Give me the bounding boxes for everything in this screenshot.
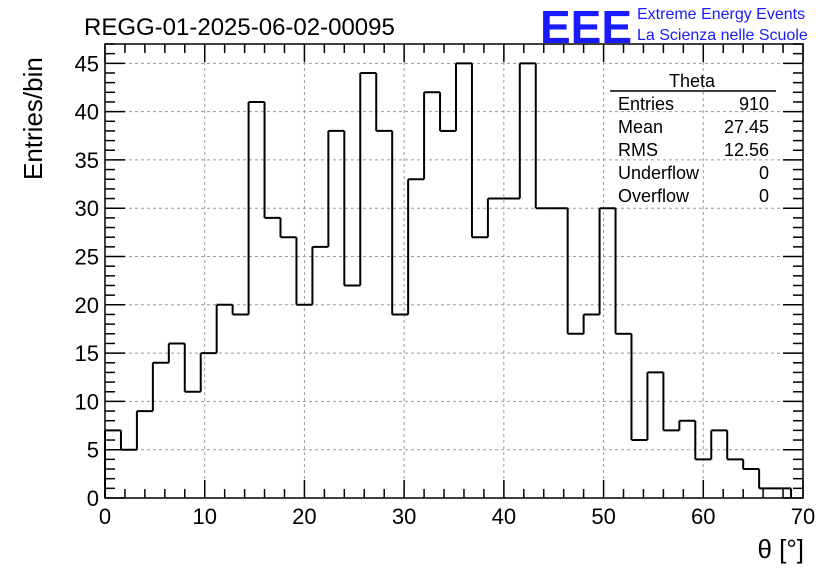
y-tick-label: 40 (75, 100, 99, 125)
x-tick-label: 30 (392, 504, 416, 529)
y-tick-label: 5 (87, 438, 99, 463)
stats-label-overflow: Overflow (618, 186, 690, 206)
eee-logo: EEE Extreme Energy Events La Scienza nel… (540, 1, 808, 53)
axis-ticks (104, 43, 804, 499)
y-tick-label: 15 (75, 341, 99, 366)
tick-labels: 0 10 20 30 40 50 60 70 0 5 10 15 20 25 30 35 40 45 (75, 51, 816, 529)
x-tick-label: 50 (591, 504, 615, 529)
x-axis-title: θ [°] (757, 534, 804, 564)
stats-label-entries: Entries (618, 94, 674, 114)
stats-value-entries: 910 (739, 94, 769, 114)
y-tick-label: 45 (75, 51, 99, 76)
chart-title: REGG-01-2025-06-02-00095 (84, 14, 395, 41)
logo-line-2: La Scienza nelle Scuole (637, 27, 808, 44)
logo-mark: EEE (540, 1, 632, 53)
y-tick-label: 20 (75, 293, 99, 318)
plot-frame (104, 43, 804, 499)
stats-title: Theta (669, 71, 716, 91)
x-tick-label: 0 (99, 504, 111, 529)
y-axis-title: Entries/bin (18, 57, 48, 180)
stats-value-underflow: 0 (759, 163, 769, 183)
stats-value-rms: 12.56 (724, 140, 769, 160)
stats-label-rms: RMS (618, 140, 658, 160)
x-tick-label: 20 (292, 504, 316, 529)
y-tick-label: 10 (75, 389, 99, 414)
y-tick-label: 30 (75, 196, 99, 221)
y-tick-label: 25 (75, 245, 99, 270)
x-tick-label: 10 (192, 504, 216, 529)
stats-box: Theta Entries 910 Mean 27.45 RMS 12.56 U… (610, 71, 776, 206)
y-tick-label: 35 (75, 148, 99, 173)
x-tick-label: 40 (492, 504, 516, 529)
stats-label-underflow: Underflow (618, 163, 700, 183)
x-tick-label: 60 (691, 504, 715, 529)
logo-line-1: Extreme Energy Events (637, 6, 805, 23)
y-tick-label: 0 (87, 486, 99, 511)
stats-value-mean: 27.45 (724, 117, 769, 137)
grid (105, 44, 803, 498)
histogram-outline (104, 62, 793, 498)
stats-value-overflow: 0 (759, 186, 769, 206)
x-tick-label: 70 (791, 504, 815, 529)
stats-label-mean: Mean (618, 117, 663, 137)
